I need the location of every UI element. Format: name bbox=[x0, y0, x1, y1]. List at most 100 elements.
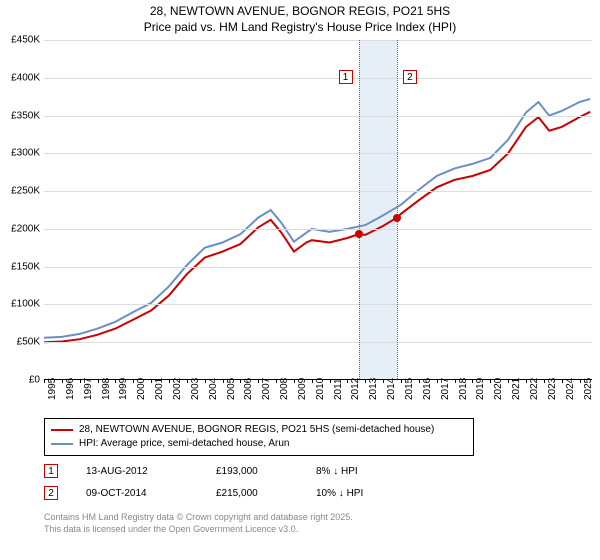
x-tick-mark bbox=[419, 379, 420, 383]
sale-dot bbox=[393, 214, 401, 222]
x-tick-mark bbox=[508, 379, 509, 383]
x-tick-mark bbox=[562, 379, 563, 383]
x-tick-mark bbox=[205, 379, 206, 383]
chart-title: 28, NEWTOWN AVENUE, BOGNOR REGIS, PO21 5… bbox=[0, 0, 600, 35]
x-tick-label: 2024 bbox=[565, 378, 576, 400]
x-tick-mark bbox=[330, 379, 331, 383]
x-tick-mark bbox=[490, 379, 491, 383]
x-tick-label: 2015 bbox=[404, 378, 415, 400]
x-tick-mark bbox=[526, 379, 527, 383]
sale-number-box: 1 bbox=[44, 464, 58, 478]
x-tick-mark bbox=[223, 379, 224, 383]
gridline bbox=[44, 116, 592, 117]
legend-swatch bbox=[51, 443, 73, 445]
x-tick-mark bbox=[98, 379, 99, 383]
x-tick-label: 2009 bbox=[297, 378, 308, 400]
legend: 28, NEWTOWN AVENUE, BOGNOR REGIS, PO21 5… bbox=[44, 418, 474, 456]
x-tick-label: 1996 bbox=[65, 378, 76, 400]
y-tick-label: £150K bbox=[0, 261, 40, 272]
x-tick-label: 2006 bbox=[243, 378, 254, 400]
x-tick-label: 2004 bbox=[208, 378, 219, 400]
x-tick-mark bbox=[472, 379, 473, 383]
x-tick-mark bbox=[365, 379, 366, 383]
x-tick-label: 2001 bbox=[154, 378, 165, 400]
sale-price: £193,000 bbox=[216, 466, 316, 477]
x-tick-label: 2005 bbox=[226, 378, 237, 400]
x-tick-mark bbox=[240, 379, 241, 383]
marker-label-box: 2 bbox=[403, 70, 417, 84]
gridline bbox=[44, 304, 592, 305]
x-tick-mark bbox=[383, 379, 384, 383]
plot-area: 1995199619971998199920002001200220032004… bbox=[44, 40, 592, 380]
x-tick-mark bbox=[455, 379, 456, 383]
y-tick-label: £350K bbox=[0, 110, 40, 121]
x-tick-mark bbox=[169, 379, 170, 383]
y-tick-label: £250K bbox=[0, 186, 40, 197]
x-tick-mark bbox=[312, 379, 313, 383]
sales-table: 1 13-AUG-2012£193,0008% ↓ HPI 2 09-OCT-2014… bbox=[44, 460, 416, 504]
x-tick-label: 2023 bbox=[547, 378, 558, 400]
attribution-line-1: Contains HM Land Registry data © Crown c… bbox=[44, 512, 353, 524]
gridline bbox=[44, 78, 592, 79]
legend-item: HPI: Average price, semi-detached house,… bbox=[51, 437, 467, 451]
x-tick-mark bbox=[294, 379, 295, 383]
x-tick-mark bbox=[151, 379, 152, 383]
x-tick-label: 2014 bbox=[386, 378, 397, 400]
x-tick-label: 2019 bbox=[475, 378, 486, 400]
sale-delta: 10% ↓ HPI bbox=[316, 488, 416, 499]
x-tick-mark bbox=[276, 379, 277, 383]
x-tick-label: 2000 bbox=[136, 378, 147, 400]
gridline bbox=[44, 229, 592, 230]
x-tick-mark bbox=[401, 379, 402, 383]
x-tick-label: 1997 bbox=[83, 378, 94, 400]
x-tick-label: 2021 bbox=[511, 378, 522, 400]
y-tick-label: £200K bbox=[0, 223, 40, 234]
x-tick-label: 1995 bbox=[47, 378, 58, 400]
sale-date: 13-AUG-2012 bbox=[86, 466, 216, 477]
sale-price: £215,000 bbox=[216, 488, 316, 499]
title-line-1: 28, NEWTOWN AVENUE, BOGNOR REGIS, PO21 5… bbox=[0, 4, 600, 20]
gridline bbox=[44, 342, 592, 343]
x-tick-mark bbox=[80, 379, 81, 383]
marker-line bbox=[359, 40, 360, 379]
x-tick-mark bbox=[437, 379, 438, 383]
gridline bbox=[44, 191, 592, 192]
y-axis-labels: £0£50K£100K£150K£200K£250K£300K£350K£400… bbox=[0, 40, 44, 380]
attribution: Contains HM Land Registry data © Crown c… bbox=[44, 512, 353, 535]
marker-label-box: 1 bbox=[339, 70, 353, 84]
sale-delta: 8% ↓ HPI bbox=[316, 466, 416, 477]
gridline bbox=[44, 40, 592, 41]
gridline bbox=[44, 153, 592, 154]
x-tick-label: 1999 bbox=[118, 378, 129, 400]
y-tick-label: £0 bbox=[0, 375, 40, 386]
x-tick-mark bbox=[580, 379, 581, 383]
y-tick-label: £450K bbox=[0, 35, 40, 46]
sale-row: 2 09-OCT-2014£215,00010% ↓ HPI bbox=[44, 482, 416, 504]
y-tick-label: £100K bbox=[0, 299, 40, 310]
legend-label: HPI: Average price, semi-detached house,… bbox=[79, 437, 290, 451]
sale-dot bbox=[355, 230, 363, 238]
x-tick-mark bbox=[187, 379, 188, 383]
x-tick-mark bbox=[347, 379, 348, 383]
x-tick-label: 2003 bbox=[190, 378, 201, 400]
x-tick-label: 2008 bbox=[279, 378, 290, 400]
line-series-svg bbox=[44, 40, 592, 380]
title-line-2: Price paid vs. HM Land Registry's House … bbox=[0, 20, 600, 36]
x-tick-label: 2022 bbox=[529, 378, 540, 400]
x-tick-label: 2011 bbox=[333, 378, 344, 400]
sale-row: 1 13-AUG-2012£193,0008% ↓ HPI bbox=[44, 460, 416, 482]
legend-item: 28, NEWTOWN AVENUE, BOGNOR REGIS, PO21 5… bbox=[51, 423, 467, 437]
series-hpi-line bbox=[44, 99, 590, 338]
x-tick-label: 2020 bbox=[493, 378, 504, 400]
y-tick-label: £50K bbox=[0, 337, 40, 348]
attribution-line-2: This data is licensed under the Open Gov… bbox=[44, 524, 353, 536]
x-tick-label: 2018 bbox=[458, 378, 469, 400]
gridline bbox=[44, 267, 592, 268]
sale-date: 09-OCT-2014 bbox=[86, 488, 216, 499]
x-tick-label: 2017 bbox=[440, 378, 451, 400]
x-tick-label: 2010 bbox=[315, 378, 326, 400]
x-tick-label: 2025 bbox=[583, 378, 594, 400]
sale-number-box: 2 bbox=[44, 486, 58, 500]
x-tick-label: 2007 bbox=[261, 378, 272, 400]
x-tick-mark bbox=[62, 379, 63, 383]
